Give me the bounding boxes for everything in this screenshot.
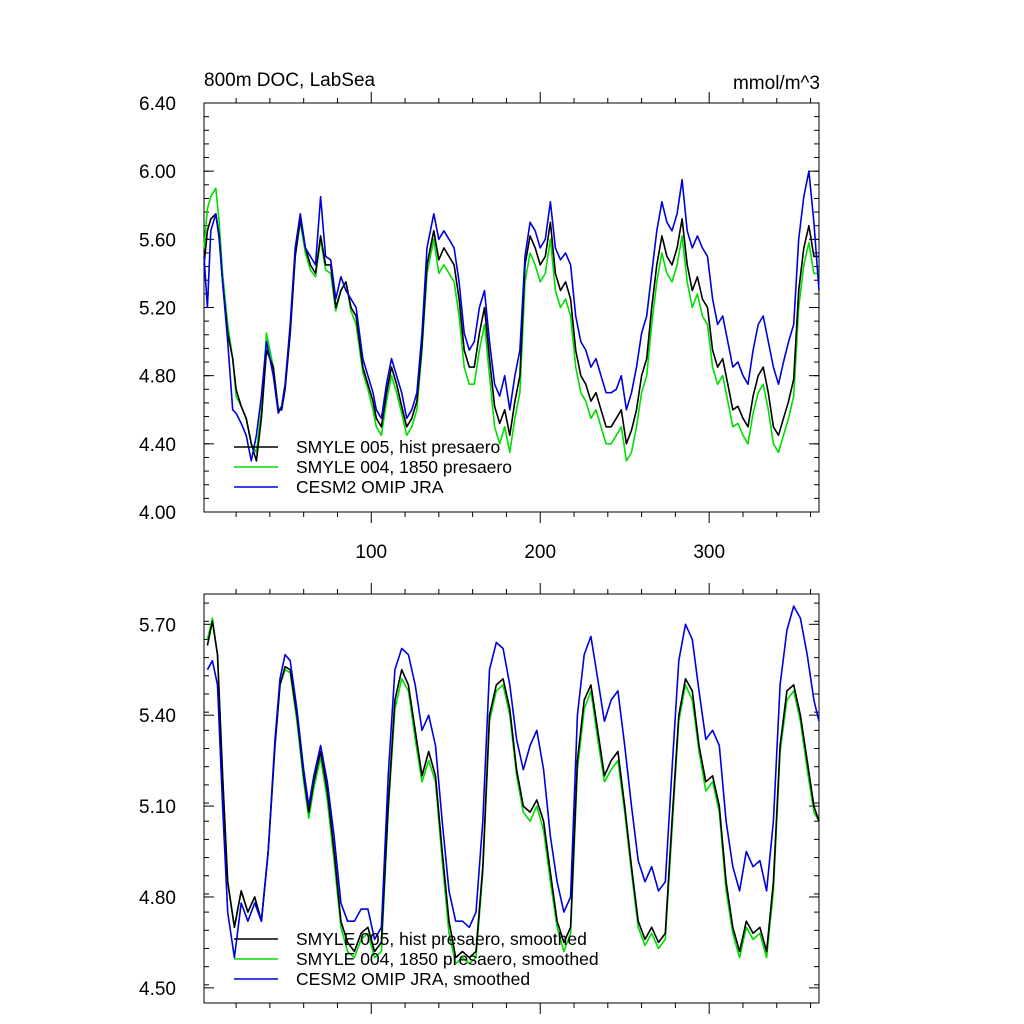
y-tick-label: 6.40 xyxy=(139,94,176,115)
x-tick-label: 300 xyxy=(693,542,725,563)
top-series-group xyxy=(203,170,820,462)
bottom-panel: 4.50 4.80 5.10 5.40 5.70 SMYLE 005, hist pre… xyxy=(139,583,820,1014)
y-tick-label: 5.70 xyxy=(139,615,176,636)
legend-label: SMYLE 005, hist presaero, smoothed xyxy=(296,929,587,949)
y-tick-label: 4.80 xyxy=(139,888,176,909)
legend-label: CESM2 OMIP JRA xyxy=(296,477,444,497)
top-panel-units: mmol/m^3 xyxy=(733,73,820,94)
y-tick-label: 4.00 xyxy=(139,503,176,524)
bottom-legend: SMYLE 005, hist presaero, smoothedSMYLE … xyxy=(234,929,599,989)
x-tick-label: 200 xyxy=(524,542,556,563)
y-tick-label: 4.50 xyxy=(139,979,176,1000)
top-panel: 800m DOC, LabSea mmol/m^3 4.00 4.40 4.80 5.… xyxy=(139,70,820,563)
x-tick-label: 100 xyxy=(355,542,387,563)
series-line-2 xyxy=(203,170,820,462)
y-tick-label: 6.00 xyxy=(139,162,176,183)
legend-label: SMYLE 004, 1850 presaero, smoothed xyxy=(296,949,599,969)
bottom-axis-ticks: 4.50 4.80 5.10 5.40 5.70 xyxy=(139,583,819,1014)
y-tick-label: 5.60 xyxy=(139,230,176,251)
legend-label: CESM2 OMIP JRA, smoothed xyxy=(296,969,530,989)
legend-label: SMYLE 005, hist presaero xyxy=(296,437,500,457)
y-tick-label: 4.40 xyxy=(139,435,176,456)
series-line-0 xyxy=(203,213,819,462)
y-tick-label: 5.10 xyxy=(139,797,176,818)
bottom-series-group xyxy=(206,605,820,965)
top-axis-ticks: 4.00 4.40 4.80 5.20 5.60 6.00 6.40 100 200 300 xyxy=(139,92,819,563)
top-panel-title: 800m DOC, LabSea xyxy=(204,70,376,91)
series-line-2 xyxy=(206,605,820,959)
y-tick-label: 4.80 xyxy=(139,367,176,388)
legend-label: SMYLE 004, 1850 presaero xyxy=(296,457,512,477)
y-tick-label: 5.20 xyxy=(139,299,176,320)
bottom-plot-frame xyxy=(203,593,820,1004)
y-tick-label: 5.40 xyxy=(139,706,176,727)
